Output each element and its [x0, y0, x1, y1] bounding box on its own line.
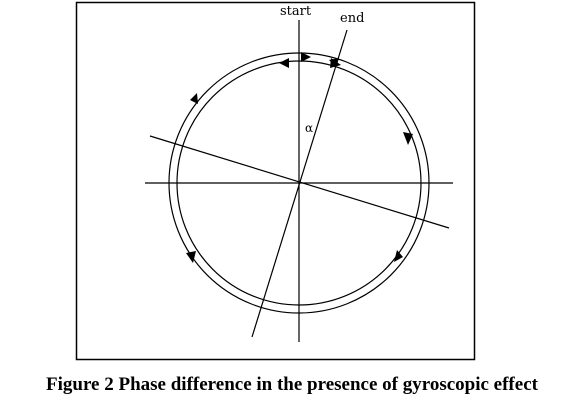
arrow-outer-end	[329, 58, 339, 67]
angle-alpha-label: α	[305, 121, 313, 135]
start-label: start	[280, 4, 312, 19]
arrow-inner-left	[190, 93, 198, 104]
figure-caption: Figure 2 Phase difference in the presenc…	[46, 374, 538, 395]
arrow-inner-lower-left	[186, 251, 196, 263]
arrow-outer-lower-right	[394, 250, 403, 262]
arrow-inner-top	[279, 58, 289, 68]
end-label: end	[340, 11, 364, 26]
arrow-outer-top	[301, 52, 311, 62]
arrow-outer-right	[403, 132, 413, 145]
rotated-axis-perpendicular	[149, 135, 450, 229]
rotated-axis-end	[251, 29, 348, 338]
figure-frame	[75, 1, 476, 361]
